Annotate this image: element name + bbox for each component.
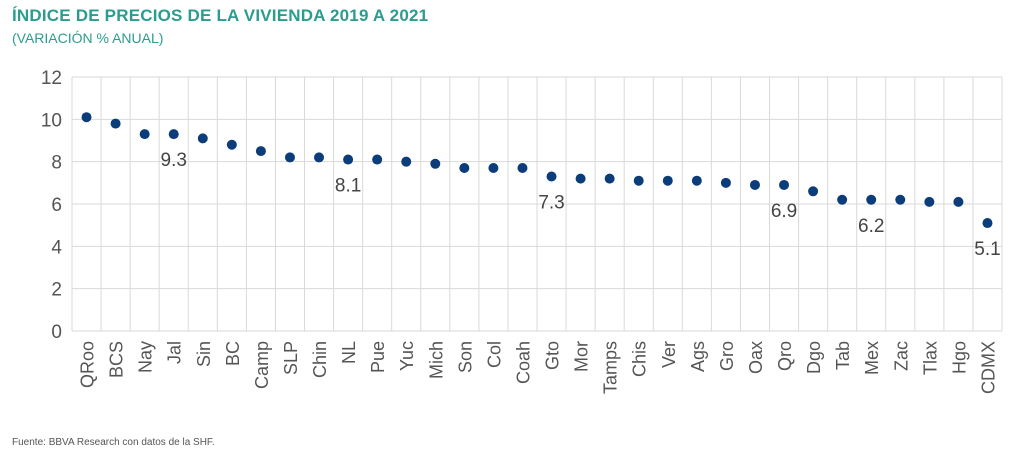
x-tick-label-qroo: QRoo	[78, 341, 98, 388]
y-tick-label: 4	[51, 237, 62, 258]
point-dgo	[808, 186, 819, 197]
point-col	[488, 163, 499, 174]
point-mich	[430, 158, 441, 169]
x-tick-label-hgo: Hgo	[949, 341, 969, 374]
point-tab	[837, 194, 848, 205]
x-tick-label-dgo: Dgo	[804, 341, 824, 374]
point-nl	[343, 154, 354, 165]
x-tick-label-qro: Qro	[775, 341, 795, 371]
gridlines	[71, 76, 1003, 332]
point-oax	[749, 179, 760, 190]
point-gto	[546, 171, 557, 182]
point-camp	[255, 146, 266, 157]
point-ags	[691, 175, 702, 186]
point-yuc	[401, 156, 412, 167]
point-zac	[895, 194, 906, 205]
x-tick-label-tab: Tab	[833, 341, 853, 370]
point-jal	[168, 129, 179, 140]
data-labels: 9.3 8.1 7.3 6.9 6.2 5.1	[161, 150, 1001, 260]
point-bcs	[110, 118, 121, 129]
x-tick-label-ags: Ags	[688, 341, 708, 372]
point-cdmx	[982, 218, 993, 229]
x-tick-label-oax: Oax	[746, 341, 766, 374]
data-label-mex: 6.2	[858, 216, 884, 237]
data-label-jal: 9.3	[161, 150, 187, 171]
data-label-gto: 7.3	[538, 192, 564, 213]
x-tick-label-bcs: BCS	[107, 341, 127, 378]
x-tick-label-col: Col	[484, 341, 504, 368]
point-tlax	[924, 196, 935, 207]
point-slp	[284, 152, 295, 163]
data-label-cdmx: 5.1	[974, 239, 1000, 260]
point-gro	[720, 177, 731, 188]
x-tick-label-bc: BC	[223, 341, 243, 366]
y-tick-label: 6	[51, 195, 62, 216]
data-label-nl: 8.1	[335, 176, 361, 197]
x-tick-label-coah: Coah	[513, 341, 533, 384]
x-tick-label-pue: Pue	[368, 341, 388, 373]
x-tick-label-ver: Ver	[659, 341, 679, 368]
point-hgo	[953, 196, 964, 207]
chart-title: ÍNDICE DE PRECIOS DE LA VIVIENDA 2019 A …	[12, 6, 429, 25]
y-tick-label: 12	[41, 68, 62, 89]
y-axis-ticks: 0 2 4 6 8 10 12	[41, 68, 63, 343]
x-tick-label-gto: Gto	[543, 341, 563, 370]
point-mex	[866, 194, 877, 205]
y-tick-label: 0	[51, 322, 62, 343]
x-tick-label-jal: Jal	[165, 341, 185, 364]
x-tick-label-chis: Chis	[630, 341, 650, 377]
x-tick-label-slp: SLP	[281, 341, 301, 375]
point-chis	[633, 175, 644, 186]
data-label-qro: 6.9	[771, 201, 797, 222]
x-tick-label-tlax: Tlax	[920, 341, 940, 375]
point-nay	[139, 129, 150, 140]
x-tick-label-mich: Mich	[426, 341, 446, 379]
source-note: Fuente: BBVA Research con datos de la SH…	[12, 437, 215, 448]
point-qroo	[81, 112, 92, 123]
x-tick-label-mex: Mex	[862, 341, 882, 375]
data-points	[81, 112, 993, 229]
point-son	[459, 163, 470, 174]
x-tick-label-tamps: Tamps	[601, 341, 621, 394]
x-tick-label-chin: Chin	[310, 341, 330, 378]
point-tamps	[604, 173, 615, 184]
y-tick-label: 10	[41, 110, 62, 131]
chart-subtitle: (VARIACIÓN % ANUAL)	[12, 30, 164, 46]
x-tick-label-nay: Nay	[136, 341, 156, 373]
point-mor	[575, 173, 586, 184]
x-tick-label-zac: Zac	[891, 341, 911, 371]
x-tick-label-sin: Sin	[194, 341, 214, 367]
point-qro	[779, 179, 790, 190]
x-tick-label-mor: Mor	[572, 341, 592, 372]
point-sin	[197, 133, 208, 144]
point-pue	[372, 154, 383, 165]
point-chin	[314, 152, 325, 163]
point-coah	[517, 163, 528, 174]
x-tick-label-son: Son	[455, 341, 475, 373]
point-ver	[662, 175, 673, 186]
x-tick-label-cdmx: CDMX	[978, 341, 998, 394]
x-tick-label-nl: NL	[339, 341, 359, 364]
x-tick-label-gro: Gro	[717, 341, 737, 371]
y-tick-label: 2	[51, 280, 62, 301]
x-tick-label-yuc: Yuc	[397, 341, 417, 371]
x-tick-label-camp: Camp	[252, 341, 272, 389]
x-axis-labels: QRoo BCS Nay Jal Sin BC Camp SLP Chin NL Pue Yuc Mic…	[78, 341, 999, 394]
y-tick-label: 8	[51, 153, 62, 174]
point-bc	[226, 139, 237, 150]
